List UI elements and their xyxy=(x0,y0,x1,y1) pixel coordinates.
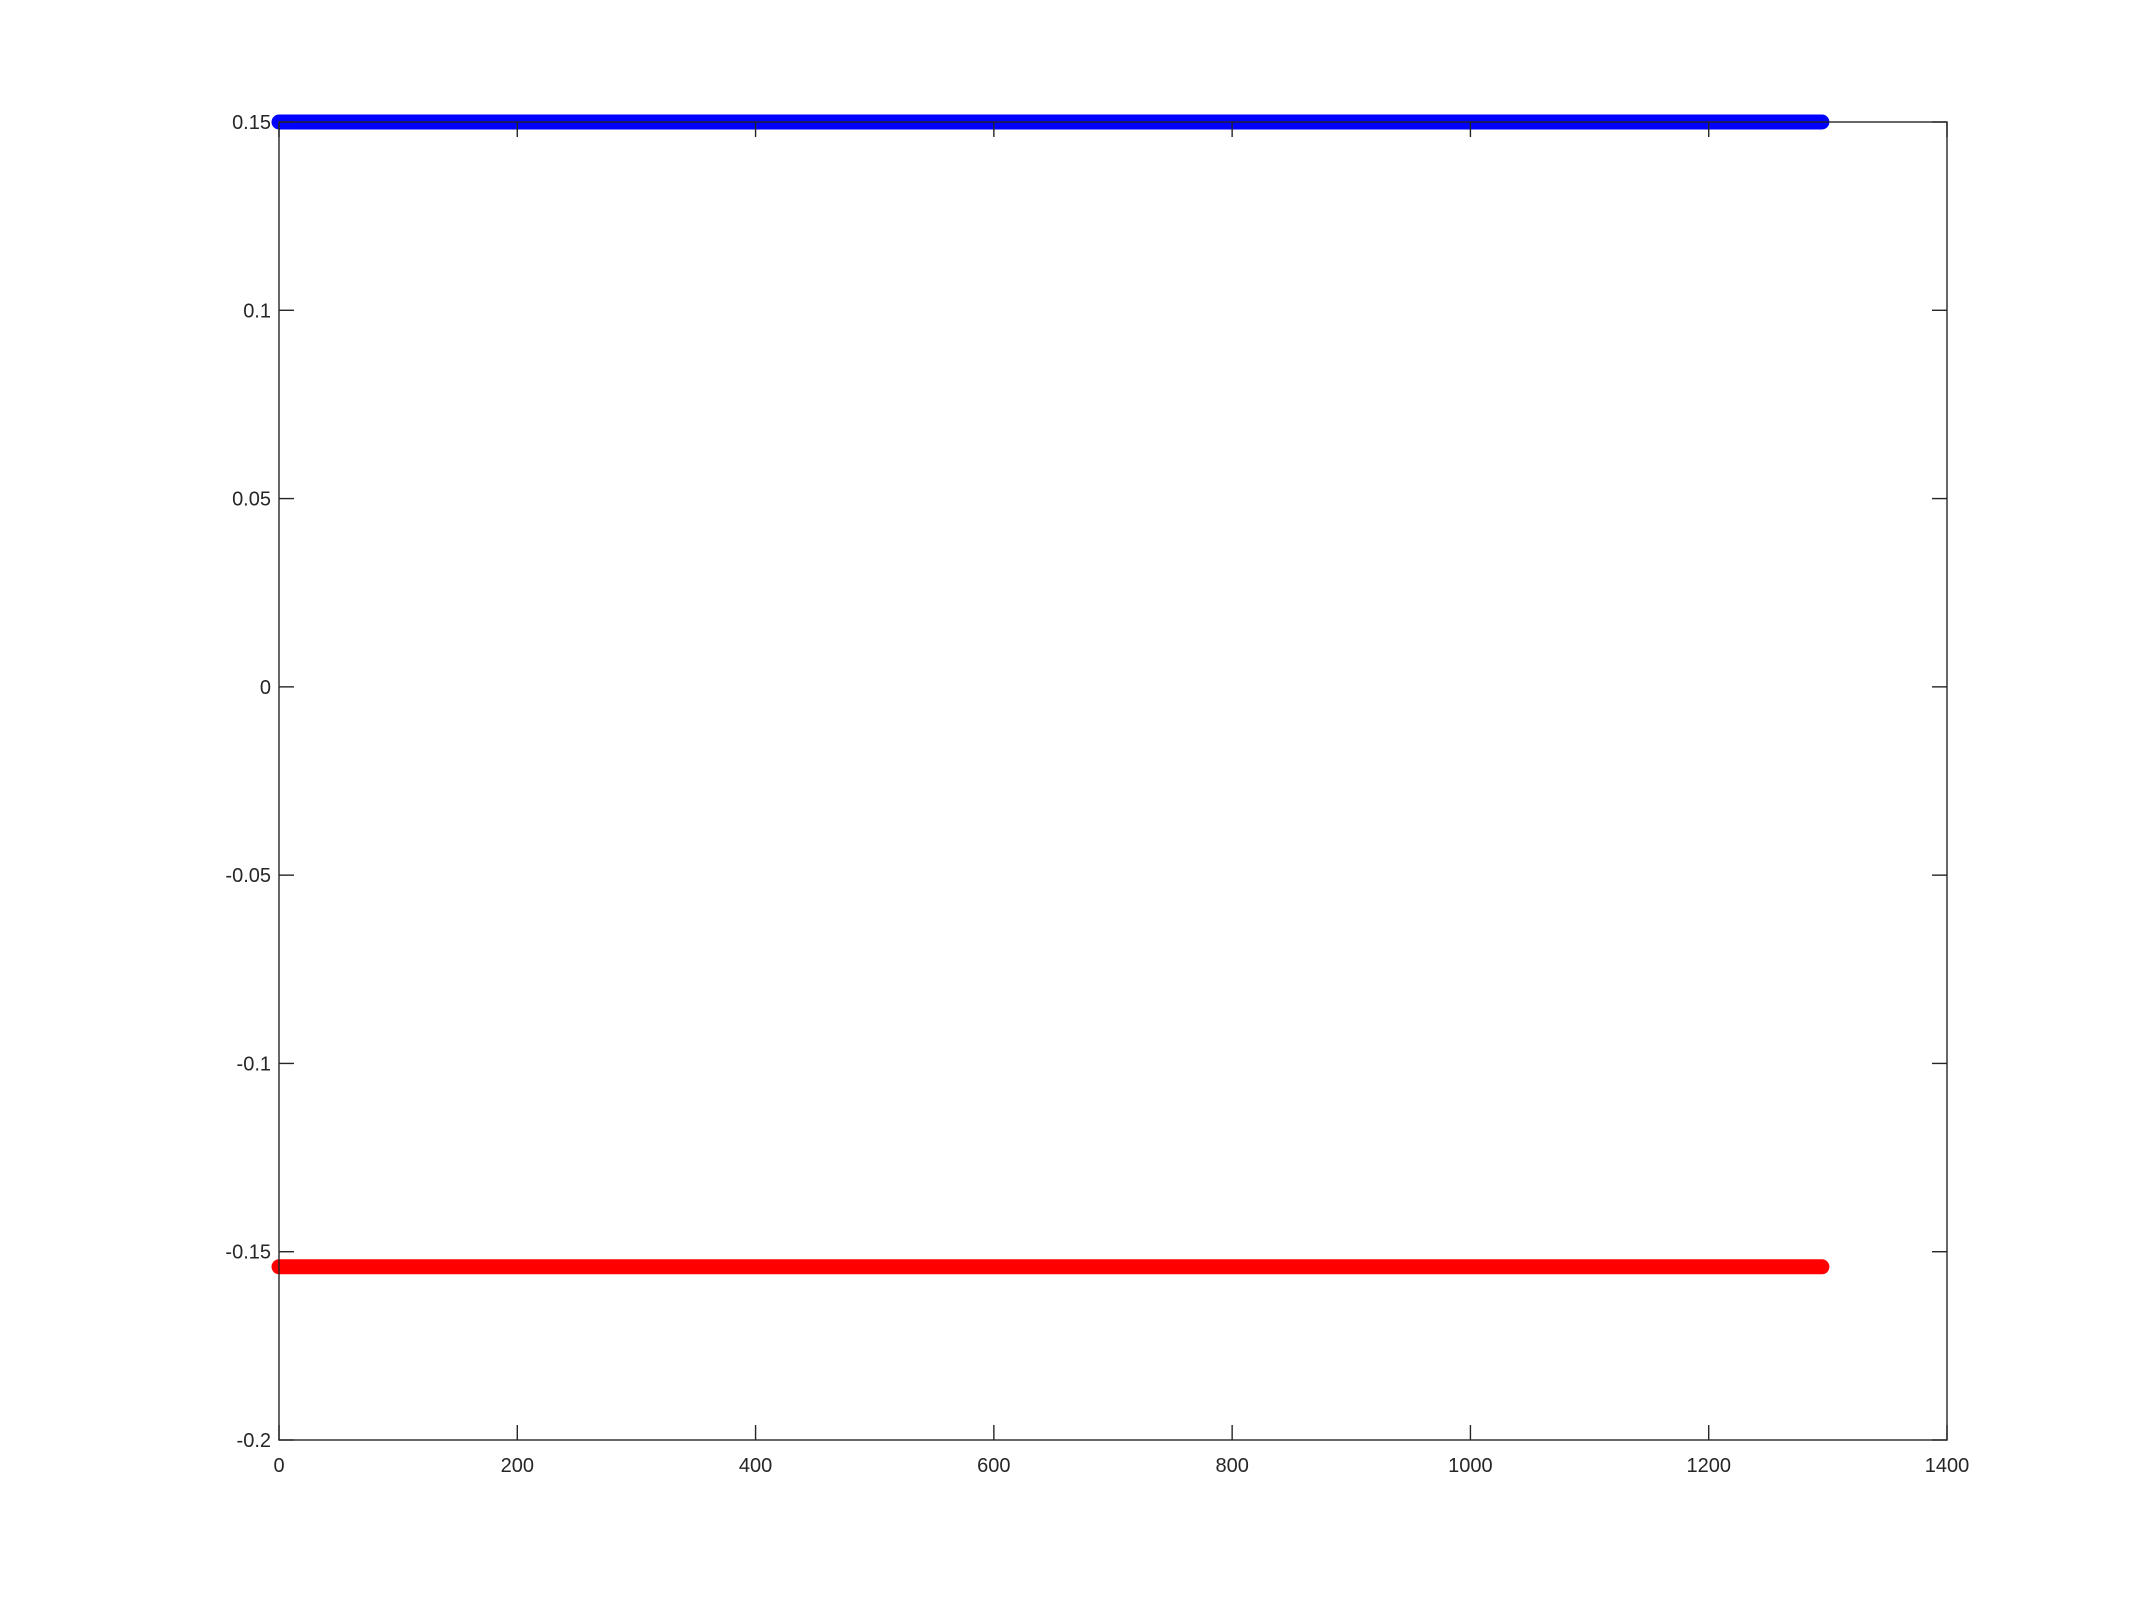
x-tick-label: 800 xyxy=(1215,1455,1248,1477)
y-tick-label: 0.1 xyxy=(243,300,271,322)
x-tick-label: 1200 xyxy=(1686,1455,1731,1477)
y-tick-label: -0.05 xyxy=(225,865,271,887)
y-tick-label: -0.15 xyxy=(225,1242,271,1264)
x-tick-label: 0 xyxy=(273,1455,284,1477)
axes-box xyxy=(278,121,1948,1441)
y-tick-label: 0 xyxy=(260,677,271,699)
x-tick-label: 600 xyxy=(977,1455,1010,1477)
x-tick-label: 400 xyxy=(739,1455,772,1477)
y-tick-label: -0.1 xyxy=(237,1053,271,1075)
y-tick-label: -0.2 xyxy=(237,1430,271,1452)
x-tick-label: 1400 xyxy=(1925,1455,1970,1477)
x-tick-label: 200 xyxy=(501,1455,534,1477)
y-tick-label: 0.15 xyxy=(232,112,271,134)
y-tick-label: 0.05 xyxy=(232,489,271,511)
plot-area xyxy=(279,122,1947,1440)
x-tick-label: 1000 xyxy=(1448,1455,1493,1477)
ticks-layer: 0 200 400 600 800 1000 1200 1400 -0.2 -0.15 -0.1 -0… xyxy=(225,112,1969,1477)
